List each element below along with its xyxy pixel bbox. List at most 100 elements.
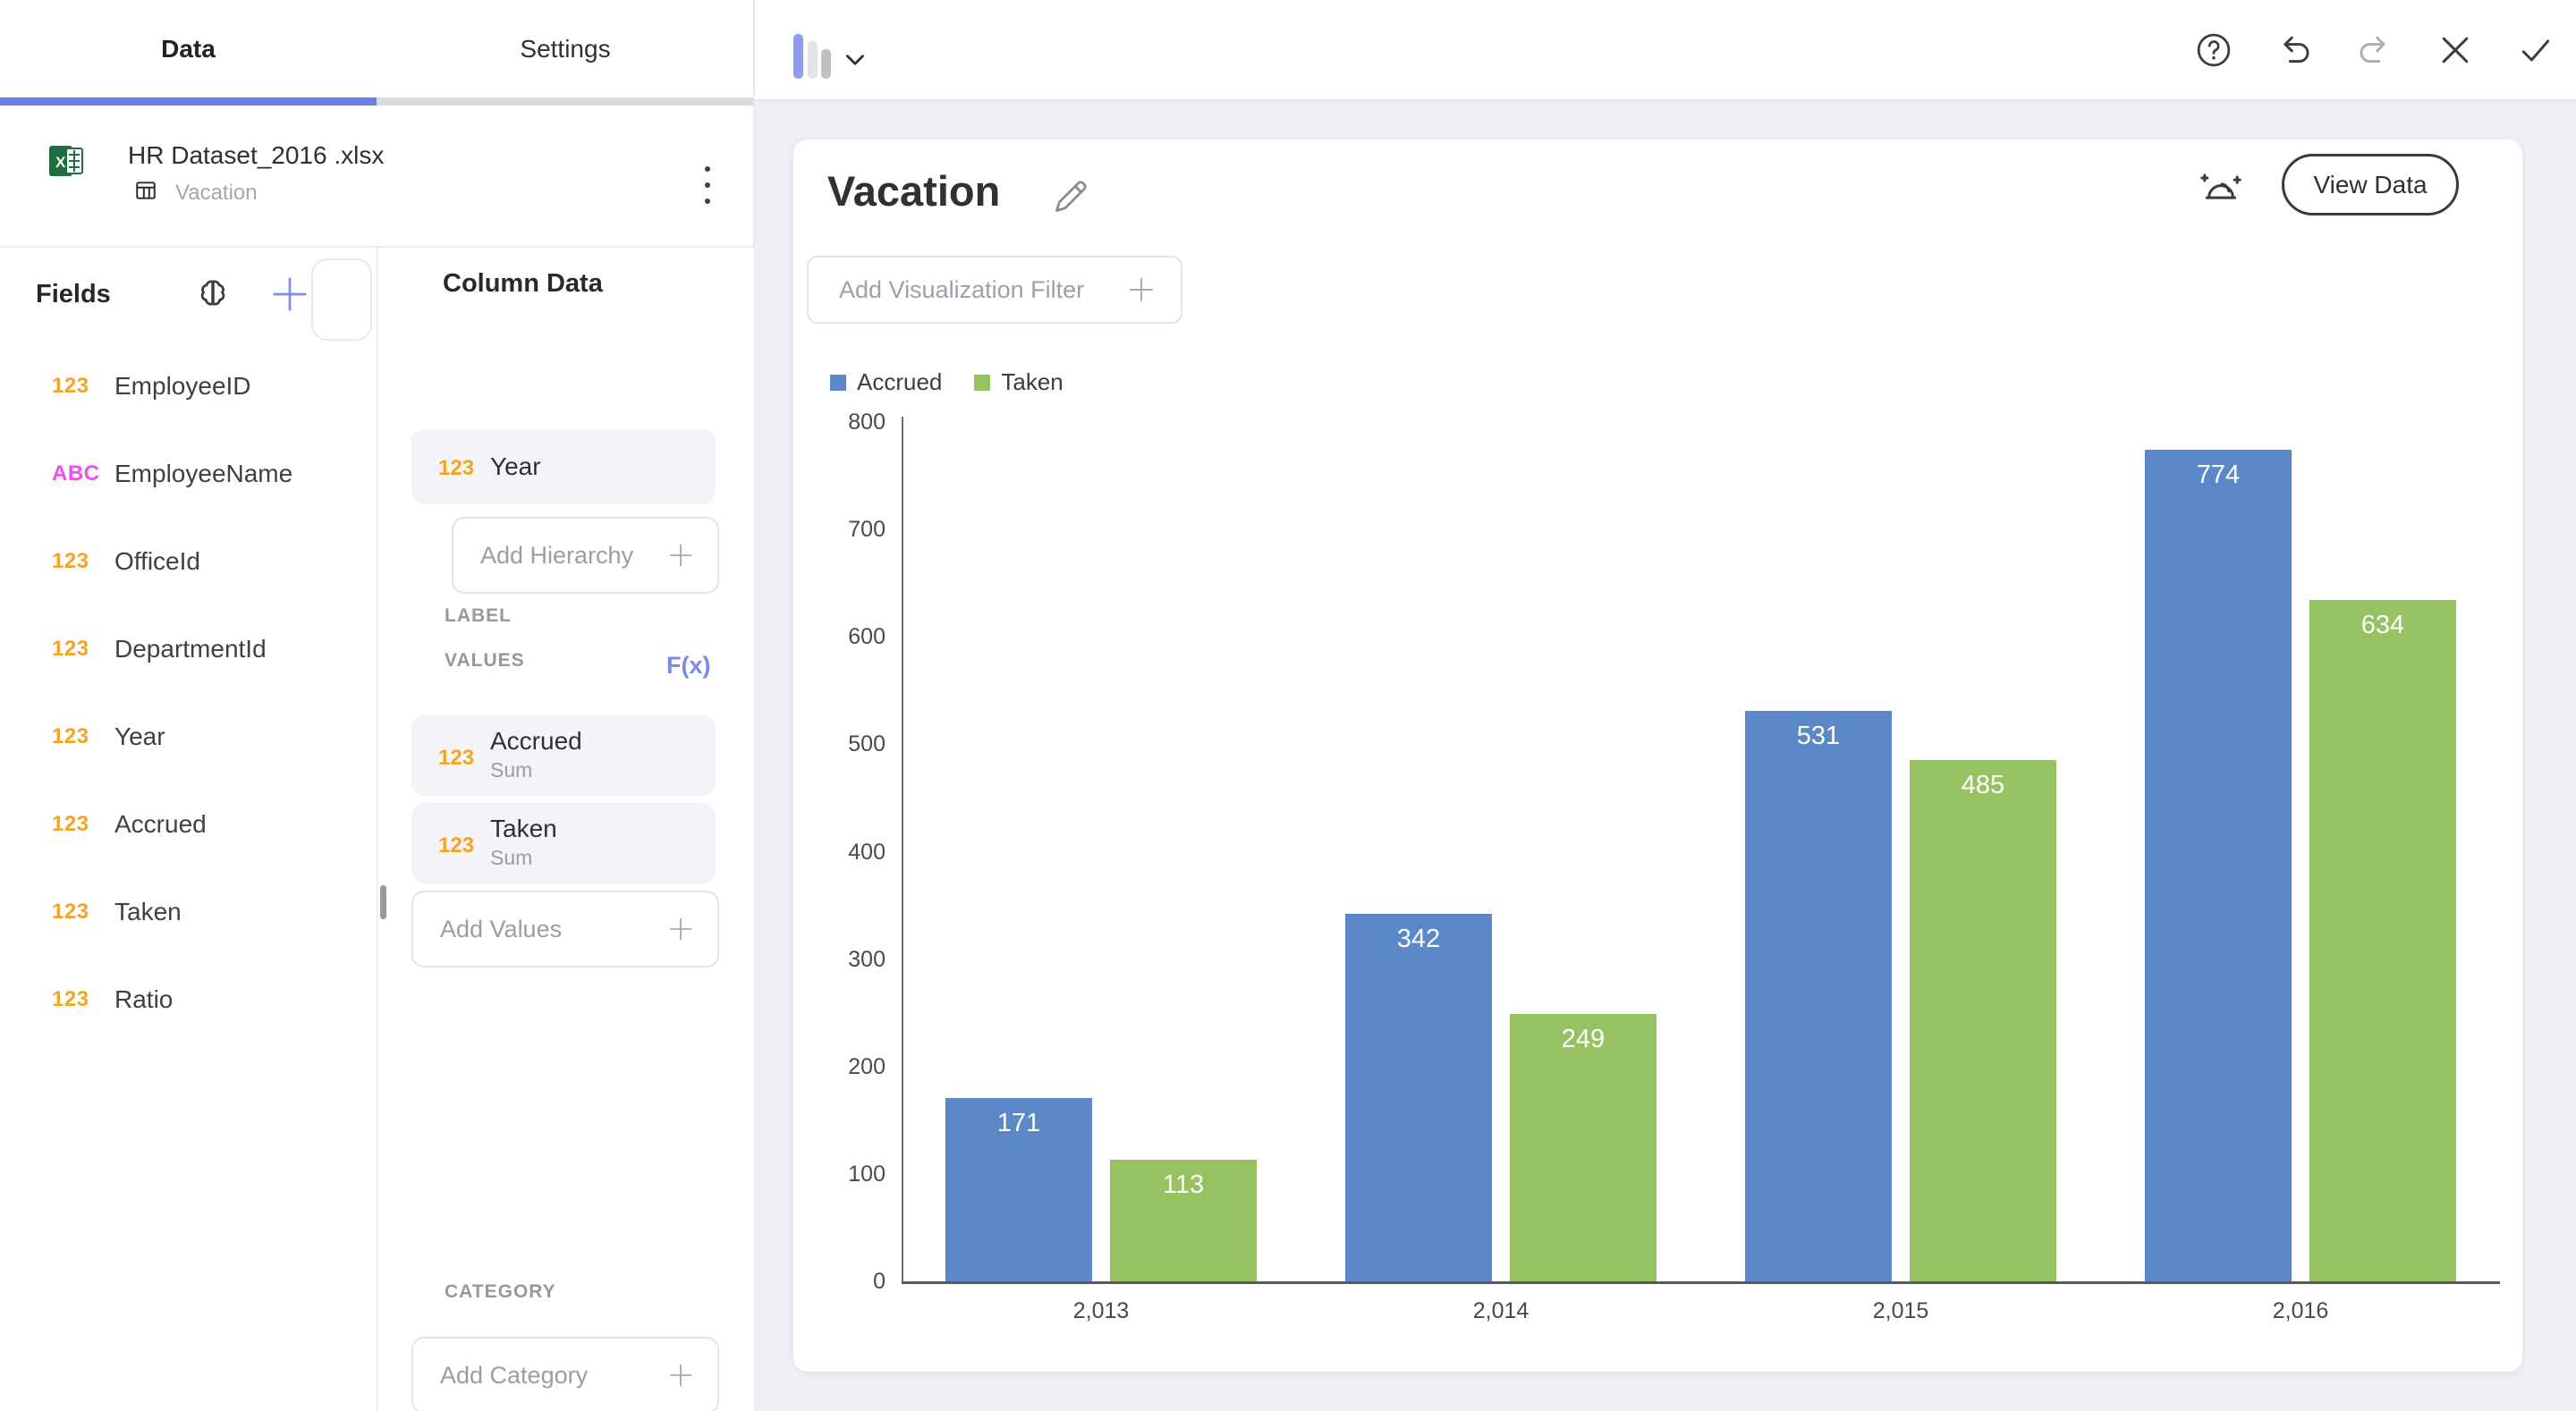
view-data-button[interactable]: View Data (2282, 154, 2459, 215)
file-options-kebab-icon[interactable] (696, 161, 723, 218)
field-row-employeeid[interactable]: 123 EmployeeID (0, 342, 377, 430)
field-row-officeid[interactable]: 123 OfficeId (0, 518, 377, 605)
chevron-down-icon (846, 55, 864, 65)
add-values-label: Add Values (440, 915, 563, 942)
bar-accrued-2014[interactable] (1345, 914, 1492, 1281)
tab-settings-label: Settings (520, 34, 611, 63)
chart-legend: Accrued Taken (830, 368, 1063, 396)
bar-value-label: 774 (2196, 460, 2241, 489)
add-values-button[interactable]: Add Values (411, 891, 719, 967)
y-axis-line (902, 417, 903, 1283)
sidebar-main-divider (753, 0, 755, 1411)
plus-icon (1130, 278, 1153, 301)
bar-value-label: 531 (1796, 722, 1841, 750)
tab-data[interactable]: Data (0, 0, 377, 97)
bar-accrued-2015[interactable] (1745, 711, 1892, 1281)
x-tick-2015: 2,015 (1872, 1298, 1929, 1323)
sidebar-horizontal-divider (0, 246, 754, 248)
bar-value-label: 634 (2360, 611, 2405, 639)
field-row-departmentid[interactable]: 123 DepartmentId (0, 605, 377, 693)
bar-taken-2014[interactable] (1510, 1014, 1657, 1281)
label-section-title: LABEL (445, 605, 512, 626)
plus-icon (669, 1364, 692, 1387)
bar-taken-2015[interactable] (1910, 760, 2056, 1281)
y-tick-100: 100 (848, 1161, 886, 1187)
x-tick-2016: 2,016 (2272, 1298, 2329, 1323)
field-type-badge: 123 (52, 549, 89, 573)
bar-accrued-2016[interactable] (2145, 450, 2292, 1281)
field-row-taken[interactable]: 123 Taken (0, 868, 377, 956)
sidebar-tabbar: Data Settings (0, 0, 754, 106)
bar-taken-2013[interactable] (1110, 1160, 1257, 1281)
add-visualization-filter-label: Add Visualization Filter (839, 275, 1085, 303)
chip-name: Year (490, 452, 541, 480)
legend-label: Accrued (857, 368, 943, 395)
legend-swatch (974, 374, 991, 391)
field-row-year[interactable]: 123 Year (0, 693, 377, 781)
fields-panel: Fields 123 EmployeeID ABC EmployeeName 123 Of… (0, 248, 377, 1411)
number-type-badge: 123 (438, 746, 475, 770)
file-name: HR Dataset_2016 .xlsx (128, 141, 385, 169)
y-tick-0: 0 (873, 1269, 886, 1294)
help-icon[interactable] (2193, 30, 2234, 71)
visualization-card: Vacation View Data Add Visualization Fil… (793, 139, 2522, 1372)
bar-value-label: 342 (1396, 925, 1441, 953)
column-chart-icon (793, 34, 803, 79)
field-name: EmployeeID (114, 372, 251, 400)
field-type-badge: 123 (52, 900, 89, 924)
fields-title: Fields (36, 280, 111, 308)
field-row-employeename[interactable]: ABC EmployeeName (0, 430, 377, 518)
add-hierarchy-button[interactable]: Add Hierarchy (452, 517, 719, 594)
chart-type-selector[interactable] (793, 34, 901, 84)
panel-divider (377, 248, 378, 1411)
y-tick-200: 200 (848, 1053, 886, 1079)
fx-function-link[interactable]: F(x) (666, 652, 711, 679)
chip-aggregation: Sum (490, 758, 533, 782)
datasource-row[interactable]: X HR Dataset_2016 .xlsx Vacation (0, 106, 754, 247)
y-tick-300: 300 (848, 946, 886, 972)
excel-file-icon: X (49, 146, 83, 176)
close-icon[interactable] (2435, 30, 2476, 71)
ai-brain-icon[interactable] (191, 273, 234, 316)
edit-title-pencil-icon[interactable] (1051, 177, 1090, 216)
field-name: EmployeeName (114, 460, 293, 487)
field-row-accrued[interactable]: 123 Accrued (0, 781, 377, 868)
tab-data-label: Data (161, 34, 216, 63)
bar-chart: 0 100 200 300 400 500 600 700 800 171 113 2,013 342 2… (793, 139, 2522, 1372)
field-name: Ratio (114, 985, 174, 1013)
legend-item-accrued[interactable]: Accrued (830, 368, 942, 396)
tab-underline (377, 97, 754, 106)
confirm-check-icon[interactable] (2515, 30, 2556, 71)
insights-dome-icon[interactable] (2198, 166, 2244, 213)
view-data-label: View Data (2313, 170, 2428, 199)
add-field-plus-icon[interactable] (268, 273, 311, 316)
fields-scrollbar[interactable] (380, 885, 386, 919)
legend-item-taken[interactable]: Taken (974, 368, 1063, 396)
undo-icon[interactable] (2274, 30, 2315, 71)
chip-name: Accrued (490, 727, 582, 755)
bar-taken-2016[interactable] (2309, 600, 2456, 1281)
value-chip-accrued[interactable]: 123 Accrued Sum (411, 715, 716, 796)
label-chip-year[interactable]: 123 Year (411, 429, 716, 504)
y-tick-700: 700 (848, 517, 886, 543)
field-row-ratio[interactable]: 123 Ratio (0, 956, 377, 1043)
tab-settings[interactable]: Settings (377, 0, 754, 97)
active-tab-indicator (0, 97, 377, 106)
add-category-button[interactable]: Add Category (411, 1337, 719, 1411)
visualization-title: Vacation (827, 167, 1001, 215)
category-section-title: CATEGORY (445, 1281, 556, 1302)
add-visualization-filter-button[interactable]: Add Visualization Filter (807, 256, 1182, 324)
bar-accrued-2013[interactable] (945, 1098, 1092, 1281)
x-tick-2013: 2,013 (1072, 1298, 1130, 1323)
bar-value-label: 249 (1561, 1025, 1606, 1053)
sheet-table-icon (136, 182, 156, 199)
bar-value-label: 171 (996, 1109, 1041, 1137)
field-type-badge: 123 (52, 987, 89, 1011)
redo-icon[interactable] (2354, 30, 2395, 71)
value-chip-taken[interactable]: 123 Taken Sum (411, 803, 716, 883)
column-data-title: Column Data (443, 269, 603, 298)
number-type-badge: 123 (438, 456, 475, 480)
field-name: Year (114, 722, 165, 750)
field-name: OfficeId (114, 547, 200, 575)
field-type-badge: ABC (52, 461, 100, 486)
